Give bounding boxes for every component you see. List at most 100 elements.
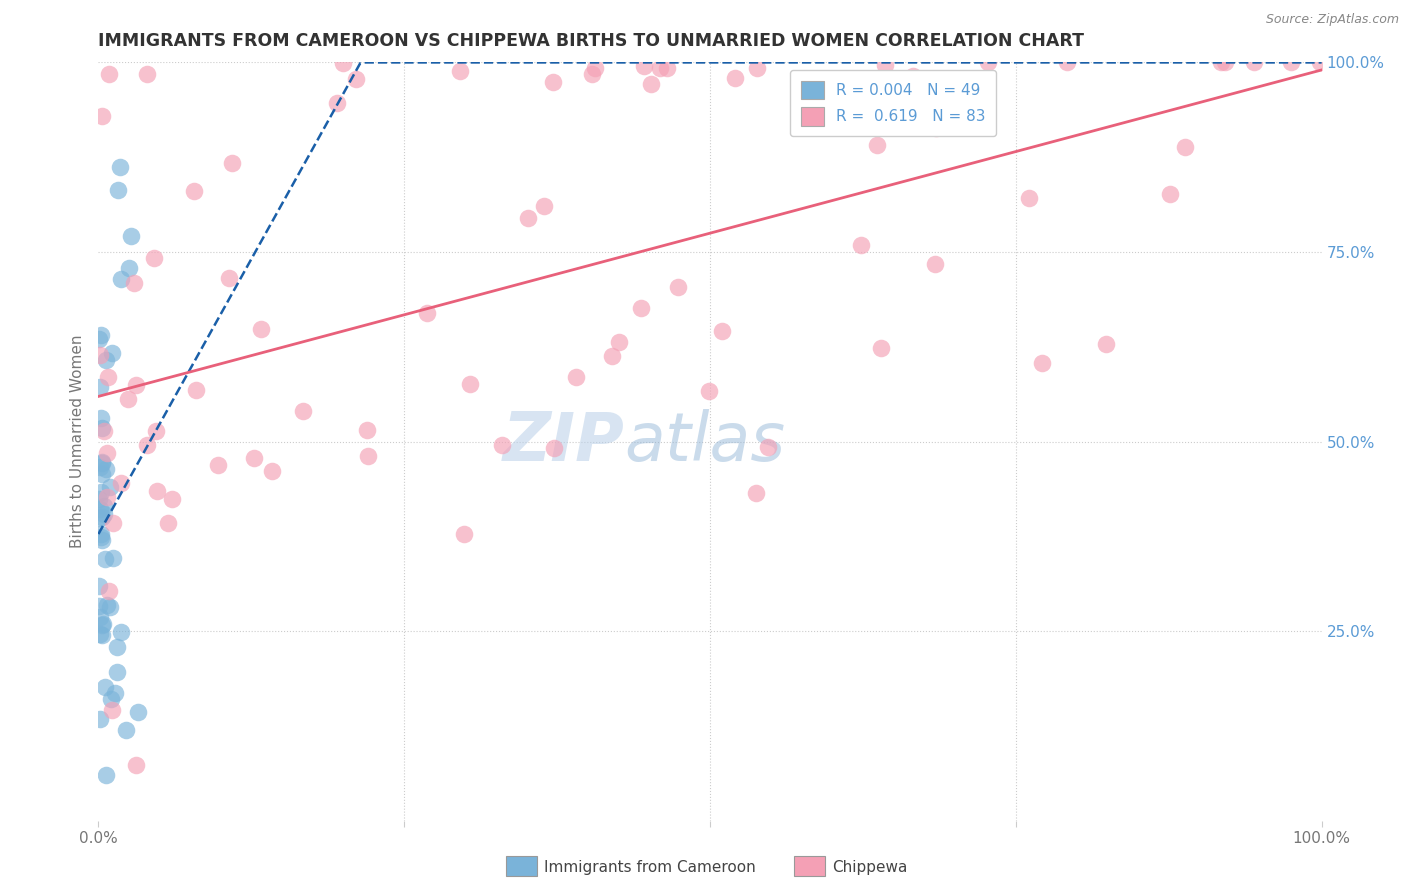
Point — [825, 77, 848, 91]
Point — [657, 61, 679, 75]
Point — [90, 411, 112, 425]
Point — [1095, 337, 1118, 351]
Point — [184, 383, 207, 397]
Y-axis label: Births to Unmarried Women: Births to Unmarried Women — [69, 334, 84, 549]
Point — [135, 438, 157, 452]
Point — [91, 420, 114, 434]
Point — [416, 305, 439, 319]
Point — [543, 441, 565, 455]
Point — [98, 583, 121, 598]
Point — [541, 75, 564, 89]
Point — [96, 461, 118, 475]
Point — [925, 120, 948, 135]
Point — [581, 67, 603, 81]
Point — [104, 685, 127, 699]
Point — [1056, 55, 1078, 70]
Text: Immigrants from Cameroon: Immigrants from Cameroon — [544, 861, 756, 875]
Point — [849, 238, 872, 252]
Point — [98, 67, 121, 81]
Point — [292, 404, 315, 418]
Point — [93, 551, 115, 566]
Point — [101, 516, 124, 530]
Point — [90, 526, 112, 541]
Point — [156, 516, 179, 530]
Point — [1031, 356, 1053, 370]
Point — [100, 692, 122, 706]
Point — [94, 353, 117, 368]
Point — [1309, 55, 1331, 70]
Point — [127, 706, 149, 720]
Point — [87, 491, 110, 506]
Text: Source: ZipAtlas.com: Source: ZipAtlas.com — [1265, 13, 1399, 27]
Point — [901, 69, 924, 83]
Point — [114, 723, 136, 738]
Point — [756, 440, 779, 454]
Point — [100, 345, 122, 359]
Point — [458, 377, 481, 392]
Point — [650, 61, 672, 75]
Point — [873, 58, 896, 72]
Point — [491, 438, 513, 452]
Point — [124, 378, 146, 392]
Point — [630, 301, 652, 315]
Point — [107, 640, 129, 654]
Point — [633, 59, 655, 73]
Point — [565, 370, 588, 384]
Point — [98, 600, 121, 615]
Point — [924, 257, 946, 271]
Point — [89, 627, 111, 641]
Text: Chippewa: Chippewa — [832, 861, 908, 875]
Point — [1243, 55, 1265, 70]
Point — [135, 67, 157, 81]
Text: atlas: atlas — [624, 409, 786, 475]
Legend: R = 0.004   N = 49, R =  0.619   N = 83: R = 0.004 N = 49, R = 0.619 N = 83 — [790, 70, 995, 136]
Point — [218, 271, 240, 285]
Point — [607, 334, 630, 349]
Point — [96, 598, 118, 612]
Point — [449, 64, 471, 78]
Point — [89, 459, 111, 474]
Point — [97, 370, 120, 384]
Point — [332, 56, 354, 70]
Point — [866, 137, 889, 152]
Point — [90, 510, 112, 524]
Point — [108, 160, 131, 174]
Point — [183, 184, 205, 198]
Point — [93, 499, 115, 513]
Point — [145, 424, 167, 438]
Point — [90, 109, 112, 123]
Point — [453, 527, 475, 541]
Point — [160, 492, 183, 507]
Point — [96, 490, 118, 504]
Point — [938, 72, 960, 87]
Point — [357, 449, 380, 463]
Point — [90, 456, 112, 470]
Point — [745, 61, 768, 75]
Point — [90, 533, 112, 547]
Point — [1213, 55, 1236, 70]
Point — [90, 467, 112, 481]
Point — [640, 77, 662, 91]
Point — [977, 55, 1000, 70]
Point — [89, 712, 111, 726]
Point — [93, 508, 115, 522]
Point — [699, 384, 721, 398]
Point — [89, 379, 111, 393]
Point — [98, 480, 121, 494]
Point — [344, 72, 367, 87]
Point — [356, 423, 378, 437]
Point — [142, 252, 165, 266]
Point — [533, 199, 555, 213]
Point — [120, 228, 142, 243]
Point — [90, 327, 112, 342]
Point — [93, 424, 115, 438]
Point — [96, 446, 118, 460]
Point — [94, 680, 117, 694]
Point — [745, 485, 768, 500]
Point — [326, 95, 349, 110]
Point — [243, 451, 266, 466]
Point — [89, 347, 111, 361]
Point — [125, 758, 148, 772]
Point — [91, 618, 114, 632]
Point — [1211, 55, 1233, 70]
